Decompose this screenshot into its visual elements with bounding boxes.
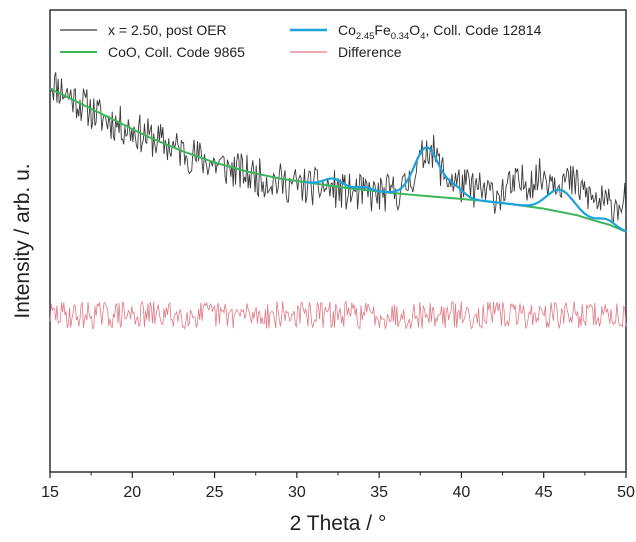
legend-item-difference: Difference [290,44,402,60]
x-tick-label-20: 20 [123,484,141,501]
x-tick-label-50: 50 [617,484,635,501]
legend-label-observed: x = 2.50, post OER [108,22,227,38]
y-axis-title: Intensity / arb. u. [11,163,34,318]
x-tick-label-30: 30 [288,484,306,501]
x-axis-title: 2 Theta / ° [290,512,387,535]
series-coo [49,87,627,233]
legend-label-difference: Difference [338,44,402,60]
observed-line [49,72,627,224]
coo-line [49,87,627,233]
x-tick-label-40: 40 [453,484,471,501]
series-observed [49,72,627,224]
x-tick-label-45: 45 [535,484,553,501]
series-difference [49,300,627,330]
legend-item-co-fe-o: Co2.45Fe0.34O4, Coll. Code 12814 [290,22,542,42]
difference-line [49,300,627,330]
legend-label-coo: CoO, Coll. Code 9865 [108,44,245,60]
co-fe-o-line [304,146,627,233]
legend: x = 2.50, post OER CoO, Coll. Code 9865 … [60,22,542,60]
x-tick-label-15: 15 [41,484,59,501]
legend-item-coo: CoO, Coll. Code 9865 [60,44,245,60]
legend-item-observed: x = 2.50, post OER [60,22,227,38]
legend-label-co-fe-o: Co2.45Fe0.34O4, Coll. Code 12814 [338,22,542,42]
x-axis-ticks: 15 20 25 30 35 40 45 50 [41,472,635,501]
series-co-fe-o [304,146,627,233]
x-tick-label-25: 25 [206,484,224,501]
x-tick-label-35: 35 [370,484,388,501]
plot-frame [49,9,627,473]
